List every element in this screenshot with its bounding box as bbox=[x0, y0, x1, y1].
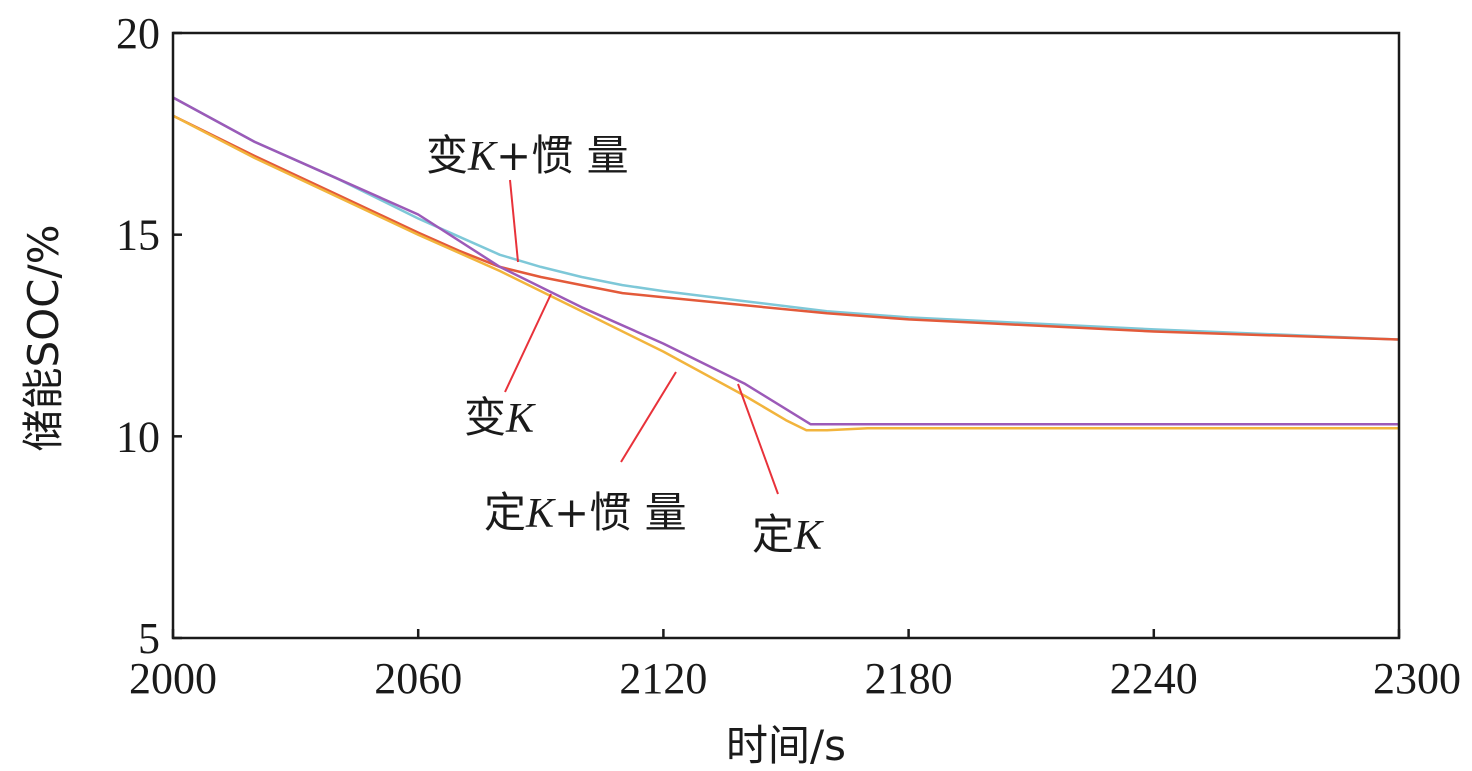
x-tick-label: 2060 bbox=[374, 654, 462, 703]
series-line-0 bbox=[172, 96, 1400, 341]
leader-fixed-k bbox=[737, 383, 779, 495]
tick-layer: 2000 2060 2120 2180 2240 2300 5 10 15 20 bbox=[116, 9, 1461, 703]
label-fixed-k: 定K bbox=[752, 510, 824, 559]
label-fixed-k-base: 定 bbox=[752, 510, 794, 559]
y-tick-label: 5 bbox=[138, 614, 160, 663]
series-layer bbox=[172, 96, 1400, 432]
x-tick-label: 2300 bbox=[1373, 654, 1461, 703]
leader-var-k-inertia bbox=[509, 179, 519, 263]
label-var-k-k: K bbox=[505, 396, 536, 442]
label-var-k-inertia-base: 变 bbox=[426, 131, 468, 180]
series-line-3 bbox=[172, 114, 1399, 432]
label-var-k-inertia-suffix: +惯 量 bbox=[496, 131, 629, 180]
x-tick-label: 2180 bbox=[865, 654, 953, 703]
label-fixed-k-k: K bbox=[793, 513, 824, 559]
label-var-k-inertia: 变K+惯 量 bbox=[426, 131, 629, 180]
x-axis-title: 时间/s bbox=[726, 721, 846, 770]
annotation-leaders bbox=[504, 179, 779, 495]
label-fixed-k-inertia-k: K bbox=[525, 491, 556, 537]
leader-fixed-k-inertia bbox=[620, 371, 677, 463]
leader-var-k bbox=[504, 293, 552, 393]
series-line-2 bbox=[172, 96, 1399, 426]
label-fixed-k-inertia-suffix: +惯 量 bbox=[554, 488, 687, 537]
label-fixed-k-inertia-base: 定 bbox=[484, 488, 526, 537]
x-tick-label: 2240 bbox=[1110, 654, 1198, 703]
label-fixed-k-inertia: 定K+惯 量 bbox=[484, 488, 687, 537]
label-var-k: 变K bbox=[464, 393, 536, 442]
series-line-1 bbox=[172, 114, 1400, 341]
y-tick-label: 15 bbox=[116, 211, 160, 260]
x-tick-label: 2000 bbox=[129, 654, 217, 703]
y-tick-label: 10 bbox=[116, 412, 160, 461]
y-tick-label: 20 bbox=[116, 9, 160, 58]
y-axis-title: 储能SOC/% bbox=[19, 224, 68, 451]
label-var-k-base: 变 bbox=[464, 393, 506, 442]
x-tick-label: 2120 bbox=[619, 654, 707, 703]
plot-frame bbox=[171, 31, 1401, 640]
label-var-k-inertia-k: K bbox=[467, 134, 498, 180]
